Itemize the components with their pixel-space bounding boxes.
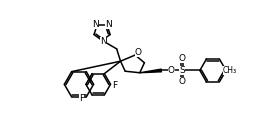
Text: O: O [179, 78, 186, 86]
Text: N: N [100, 37, 107, 46]
Text: O: O [168, 66, 175, 75]
Text: N: N [92, 20, 99, 29]
Text: O: O [179, 54, 186, 63]
Text: S: S [179, 66, 185, 75]
Polygon shape [140, 69, 161, 73]
Text: F: F [79, 94, 84, 103]
Text: CH₃: CH₃ [223, 66, 237, 75]
Text: N: N [105, 20, 112, 29]
Text: O: O [135, 48, 142, 57]
Text: F: F [113, 81, 118, 90]
